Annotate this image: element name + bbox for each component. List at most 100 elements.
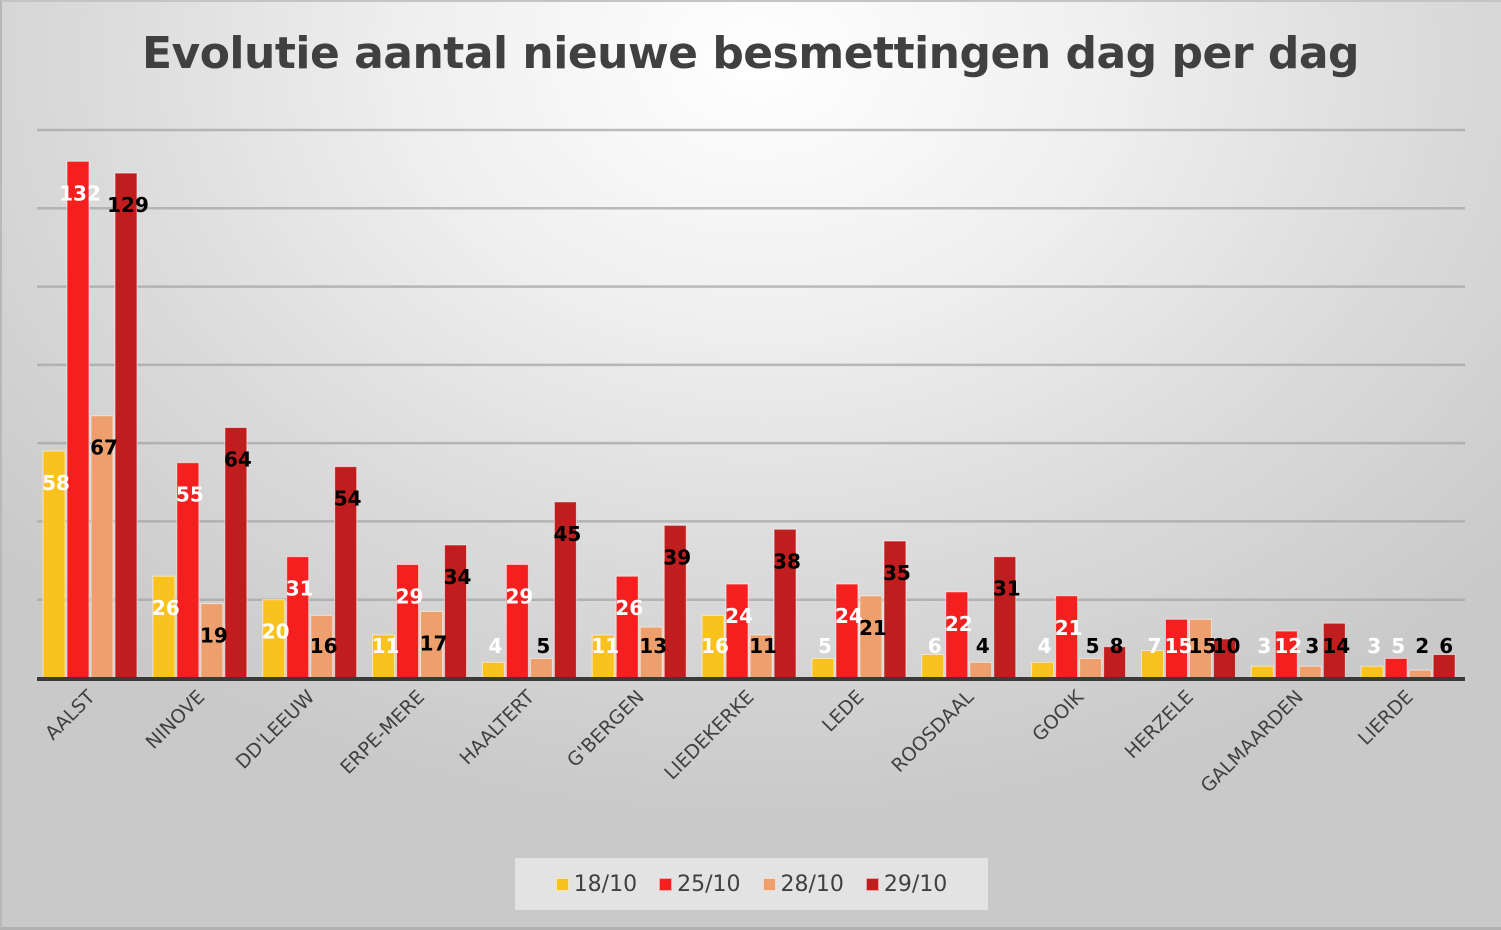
- data-label: 132: [59, 181, 101, 205]
- data-label: 67: [90, 436, 118, 460]
- data-label: 2: [1415, 634, 1429, 658]
- bar: [1031, 661, 1055, 679]
- data-label: 6: [928, 634, 942, 658]
- bar: [286, 556, 310, 679]
- data-label: 11: [372, 634, 400, 658]
- data-label: 15: [1189, 634, 1217, 658]
- bar: [1360, 665, 1384, 679]
- data-label: 34: [444, 565, 472, 589]
- legend-label: 28/10: [780, 871, 844, 897]
- data-label: 58: [42, 471, 70, 495]
- data-label: 31: [993, 577, 1021, 601]
- bar: [835, 583, 859, 679]
- bar: [725, 583, 749, 679]
- legend-item: 25/10: [659, 871, 741, 897]
- x-tick-label: GOOIK: [1028, 686, 1088, 746]
- legend-label: 29/10: [883, 871, 948, 897]
- data-label: 7: [1148, 634, 1162, 658]
- data-label: 55: [176, 483, 204, 507]
- data-label: 11: [749, 634, 777, 658]
- x-tick-label: LEDE: [818, 686, 868, 736]
- bar: [1079, 657, 1103, 679]
- bar: [969, 661, 993, 679]
- data-label: 17: [420, 631, 448, 655]
- x-tick-label: GALMAARDEN: [1197, 686, 1308, 797]
- legend-swatch: [865, 877, 879, 891]
- data-label: 19: [200, 624, 228, 648]
- bar: [1384, 657, 1408, 679]
- legend-label: 18/10: [573, 871, 638, 897]
- data-label: 13: [639, 634, 667, 658]
- legend-swatch: [555, 877, 569, 891]
- data-label: 54: [334, 487, 362, 511]
- data-label: 8: [1110, 634, 1124, 658]
- x-tick-label: ERPE-MERE: [336, 686, 429, 779]
- data-label: 3: [1257, 634, 1271, 658]
- bar: [529, 657, 553, 679]
- legend-item: 29/10: [865, 871, 948, 897]
- bar: [505, 563, 529, 679]
- data-label: 21: [1055, 616, 1083, 640]
- data-label: 38: [773, 549, 801, 573]
- data-label: 24: [725, 604, 753, 628]
- data-label: 64: [224, 447, 252, 471]
- bar: [152, 575, 176, 679]
- bar: [1298, 665, 1322, 679]
- bar: [1432, 654, 1456, 679]
- data-label: 31: [286, 577, 314, 601]
- data-label: 24: [835, 604, 863, 628]
- data-label: 4: [1038, 634, 1052, 658]
- data-label: 5: [1086, 634, 1100, 658]
- data-label: 11: [591, 634, 619, 658]
- legend-label: 25/10: [677, 871, 741, 897]
- data-label: 21: [859, 616, 887, 640]
- data-label: 15: [1165, 634, 1193, 658]
- x-tick-label: AALST: [41, 686, 100, 745]
- legend-swatch: [659, 877, 673, 891]
- data-labels: 5813267129265519642031165411291734429545…: [42, 181, 1453, 658]
- legend: 18/10 25/10 28/10 29/10: [515, 858, 988, 910]
- data-label: 5: [818, 634, 832, 658]
- data-label: 10: [1213, 634, 1241, 658]
- data-label: 39: [663, 545, 691, 569]
- bar: [114, 172, 138, 679]
- data-label: 35: [883, 561, 911, 585]
- bar: [1250, 665, 1274, 679]
- chart-title: Evolutie aantal nieuwe besmettingen dag …: [141, 28, 1360, 79]
- data-label: 5: [536, 634, 550, 658]
- legend-item: 28/10: [762, 871, 844, 897]
- bar: [66, 160, 90, 679]
- data-label: 29: [505, 584, 533, 608]
- data-label: 129: [107, 193, 149, 217]
- x-tick-label: HAALTERT: [456, 686, 540, 770]
- data-label: 14: [1322, 634, 1350, 658]
- x-tick-label: LIEDEKERKE: [660, 686, 758, 784]
- x-tick-label: NINOVE: [142, 686, 210, 754]
- data-label: 26: [615, 596, 643, 620]
- legend-swatch: [762, 877, 776, 891]
- bar: [1408, 669, 1432, 679]
- bar: [481, 661, 505, 679]
- bar: [921, 654, 945, 679]
- data-label: 16: [701, 634, 729, 658]
- x-tick-label: LIERDE: [1354, 686, 1418, 750]
- x-tick-labels: AALST NINOVE DD'LEEUW ERPE-MERE HAALTERT G'BE…: [41, 686, 1418, 798]
- bar: [615, 575, 639, 679]
- gridlines: [37, 128, 1465, 601]
- data-label: 6: [1439, 634, 1453, 658]
- data-label: 29: [396, 584, 424, 608]
- data-label: 45: [553, 522, 581, 546]
- x-tick-label: HERZELE: [1121, 686, 1198, 763]
- x-tick-label: G'BERGEN: [563, 686, 649, 772]
- data-label: 3: [1367, 634, 1381, 658]
- data-label: 4: [488, 634, 502, 658]
- data-label: 4: [976, 634, 990, 658]
- bar: [396, 563, 420, 679]
- data-label: 20: [262, 620, 290, 644]
- data-label: 22: [945, 612, 973, 636]
- legend-item: 18/10: [555, 871, 638, 897]
- bar: [811, 657, 835, 679]
- x-tick-label: ROOSDAAL: [887, 686, 978, 777]
- bar: [993, 556, 1017, 679]
